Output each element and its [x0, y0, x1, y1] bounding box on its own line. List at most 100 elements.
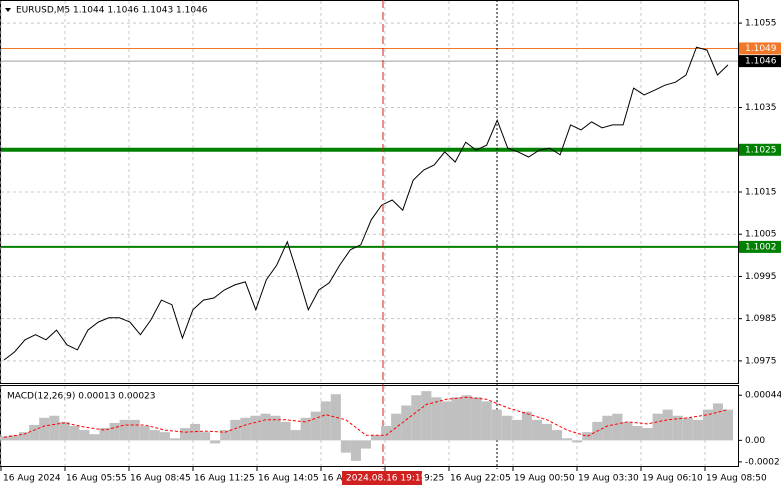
signal-line [3, 396, 729, 438]
macd-bar [562, 438, 573, 441]
macd-bar [371, 435, 382, 441]
y-tick-label: 1.1005 [745, 230, 777, 240]
macd-bar [722, 409, 734, 441]
macd-bar [89, 434, 100, 441]
macd-bar [541, 423, 553, 441]
macd-bar [682, 417, 693, 441]
macd-bar [310, 411, 321, 441]
y-tick-label: 1.0985 [745, 314, 777, 324]
x-tick-label: 9:25 [424, 474, 444, 484]
macd-bar [190, 423, 201, 441]
x-tick-label: 16 Aug 2024 [3, 474, 61, 484]
macd-bar [672, 415, 683, 441]
x-tick-label: 16 Aug 14:05 [258, 474, 319, 484]
macd-bar [602, 415, 613, 441]
macd-bar [159, 432, 170, 441]
macd-bar [69, 426, 80, 441]
macd-bar [9, 435, 20, 441]
macd-bar [702, 409, 713, 441]
macd-bar [270, 415, 281, 441]
y-tick-label: 0.00044 [745, 391, 781, 401]
macd-bar [481, 401, 492, 441]
macd-bar [662, 409, 673, 441]
x-tick-label: 19 Aug 03:30 [578, 474, 639, 484]
macd-bar [149, 430, 160, 441]
y-tick-label: 0.00 [745, 436, 765, 446]
macd-bar [441, 401, 452, 441]
macd-bar [712, 403, 723, 441]
y-tick-label: 1.0995 [745, 272, 777, 282]
macd-bar [0, 436, 10, 441]
level-tag [739, 143, 781, 156]
macd-bar [109, 422, 120, 441]
y-tick-label: 1.0975 [745, 356, 777, 366]
level-tag-label: 1.1025 [745, 145, 777, 155]
macd-bar [421, 391, 432, 441]
macd-bar [330, 394, 341, 441]
macd-bar [139, 426, 150, 441]
macd-bar [582, 432, 593, 441]
macd-bar [230, 419, 241, 441]
level-tag-label: 1.1002 [745, 242, 777, 252]
macd-bar [220, 430, 231, 441]
level-tag [739, 42, 781, 55]
macd-bar [179, 428, 191, 441]
macd-frame [0, 385, 739, 467]
menu-arrow [5, 8, 11, 12]
macd-bar [552, 430, 563, 441]
macd-bar [290, 430, 301, 441]
macd-bar [491, 409, 502, 441]
macd-bar [642, 428, 653, 441]
macd-bar [350, 440, 361, 461]
y-tick-label: 1.1055 [745, 19, 777, 29]
macd-bar [391, 413, 402, 441]
macd-bar [99, 428, 110, 441]
macd-bar [521, 411, 532, 441]
y-tick-label: -0.00021 [745, 457, 781, 467]
macd-bar [119, 419, 130, 441]
level-tag-label: 1.1046 [745, 57, 777, 67]
macd-bar [622, 421, 633, 441]
macd-bar [531, 419, 542, 441]
macd-bar [612, 413, 623, 441]
macd-bar [411, 395, 422, 441]
x-tick-label: 16 Aug 22:05 [450, 474, 511, 484]
macd-bar [632, 426, 643, 441]
macd-bar [210, 440, 221, 444]
x-tick-label: 19 Aug 06:10 [642, 474, 703, 484]
price-line [3, 46, 729, 361]
chart-title: EURUSD,M5 1.1044 1.1046 1.1043 1.1046 [16, 6, 208, 16]
macd-bar [381, 426, 392, 441]
macd-title: MACD(12,26,9) 0.00013 0.00023 [7, 392, 156, 402]
macd-bar [49, 415, 60, 441]
macd-bar [169, 438, 180, 441]
macd-bar [692, 419, 703, 441]
x-tick-label: 16 Aug 08:45 [130, 474, 191, 484]
macd-bar [360, 440, 372, 449]
macd-bar [471, 397, 482, 441]
macd-bar [401, 405, 412, 441]
x-tick-label: 16 A [322, 474, 343, 484]
macd-bar [340, 440, 351, 453]
macd-bar [501, 415, 512, 441]
macd-bar [280, 421, 291, 441]
y-tick-label: 1.1015 [745, 188, 777, 198]
macd-bar [260, 413, 271, 441]
x-tick-label: 16 Aug 05:55 [66, 474, 127, 484]
macd-bar [511, 419, 522, 441]
macd-bar [451, 397, 462, 441]
crosshair-label: 2024.08.16 19:15 [346, 474, 426, 484]
macd-bar [320, 401, 331, 441]
macd-bar [240, 417, 251, 441]
macd-bar [19, 432, 30, 441]
macd-bar [461, 395, 472, 441]
macd-bar [572, 440, 583, 443]
level-tag-label: 1.1049 [745, 44, 777, 54]
level-tag [739, 240, 781, 253]
macd-bar [39, 417, 50, 441]
macd-bar [652, 413, 663, 441]
macd-bar [250, 415, 261, 441]
crosshair-tag [342, 471, 422, 485]
